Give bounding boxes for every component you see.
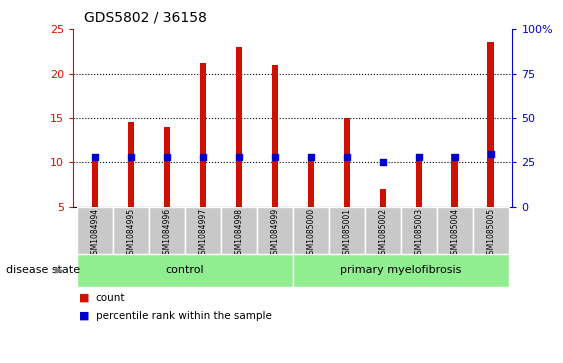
- Bar: [113, 207, 149, 254]
- Bar: [401, 207, 437, 254]
- Bar: [221, 207, 257, 254]
- Bar: [437, 207, 473, 254]
- Bar: [473, 207, 509, 254]
- Point: [234, 154, 243, 160]
- Bar: [329, 207, 365, 254]
- Bar: [379, 189, 386, 207]
- Text: GSM1085005: GSM1085005: [486, 208, 495, 260]
- Bar: [257, 207, 293, 254]
- Bar: [77, 254, 293, 287]
- Text: GSM1084997: GSM1084997: [198, 208, 207, 260]
- Text: GDS5802 / 36158: GDS5802 / 36158: [84, 11, 207, 25]
- Point: [486, 151, 495, 156]
- Bar: [415, 157, 422, 207]
- Text: GSM1085000: GSM1085000: [306, 208, 315, 260]
- Text: primary myelofibrosis: primary myelofibrosis: [340, 265, 462, 276]
- Bar: [452, 154, 458, 207]
- Point: [342, 154, 351, 160]
- Text: control: control: [166, 265, 204, 276]
- Text: GSM1085003: GSM1085003: [414, 208, 423, 260]
- Bar: [128, 122, 134, 207]
- Bar: [343, 118, 350, 207]
- Bar: [293, 254, 509, 287]
- Text: GSM1084998: GSM1084998: [234, 208, 243, 259]
- Point: [414, 154, 423, 160]
- Point: [378, 160, 387, 166]
- Point: [450, 154, 459, 160]
- Bar: [488, 42, 494, 207]
- Point: [90, 154, 99, 160]
- Bar: [163, 127, 170, 207]
- Point: [306, 154, 315, 160]
- Bar: [185, 207, 221, 254]
- Text: GSM1085004: GSM1085004: [450, 208, 459, 260]
- Bar: [149, 207, 185, 254]
- Bar: [271, 65, 278, 207]
- Text: GSM1084996: GSM1084996: [162, 208, 171, 260]
- Bar: [365, 207, 401, 254]
- Point: [126, 154, 135, 160]
- Text: GSM1085002: GSM1085002: [378, 208, 387, 259]
- Text: GSM1084995: GSM1084995: [126, 208, 135, 260]
- Text: GSM1084994: GSM1084994: [90, 208, 99, 260]
- Bar: [92, 154, 98, 207]
- Point: [198, 154, 207, 160]
- Text: ■: ■: [79, 311, 90, 321]
- Text: ■: ■: [79, 293, 90, 303]
- Bar: [235, 47, 242, 207]
- Text: percentile rank within the sample: percentile rank within the sample: [96, 311, 271, 321]
- Text: ►: ►: [55, 264, 65, 277]
- Bar: [307, 154, 314, 207]
- Text: GSM1084999: GSM1084999: [270, 208, 279, 260]
- Bar: [293, 207, 329, 254]
- Text: GSM1085001: GSM1085001: [342, 208, 351, 259]
- Bar: [77, 207, 113, 254]
- Text: disease state: disease state: [6, 265, 80, 276]
- Point: [162, 154, 171, 160]
- Bar: [199, 63, 206, 207]
- Point: [270, 154, 279, 160]
- Text: count: count: [96, 293, 125, 303]
